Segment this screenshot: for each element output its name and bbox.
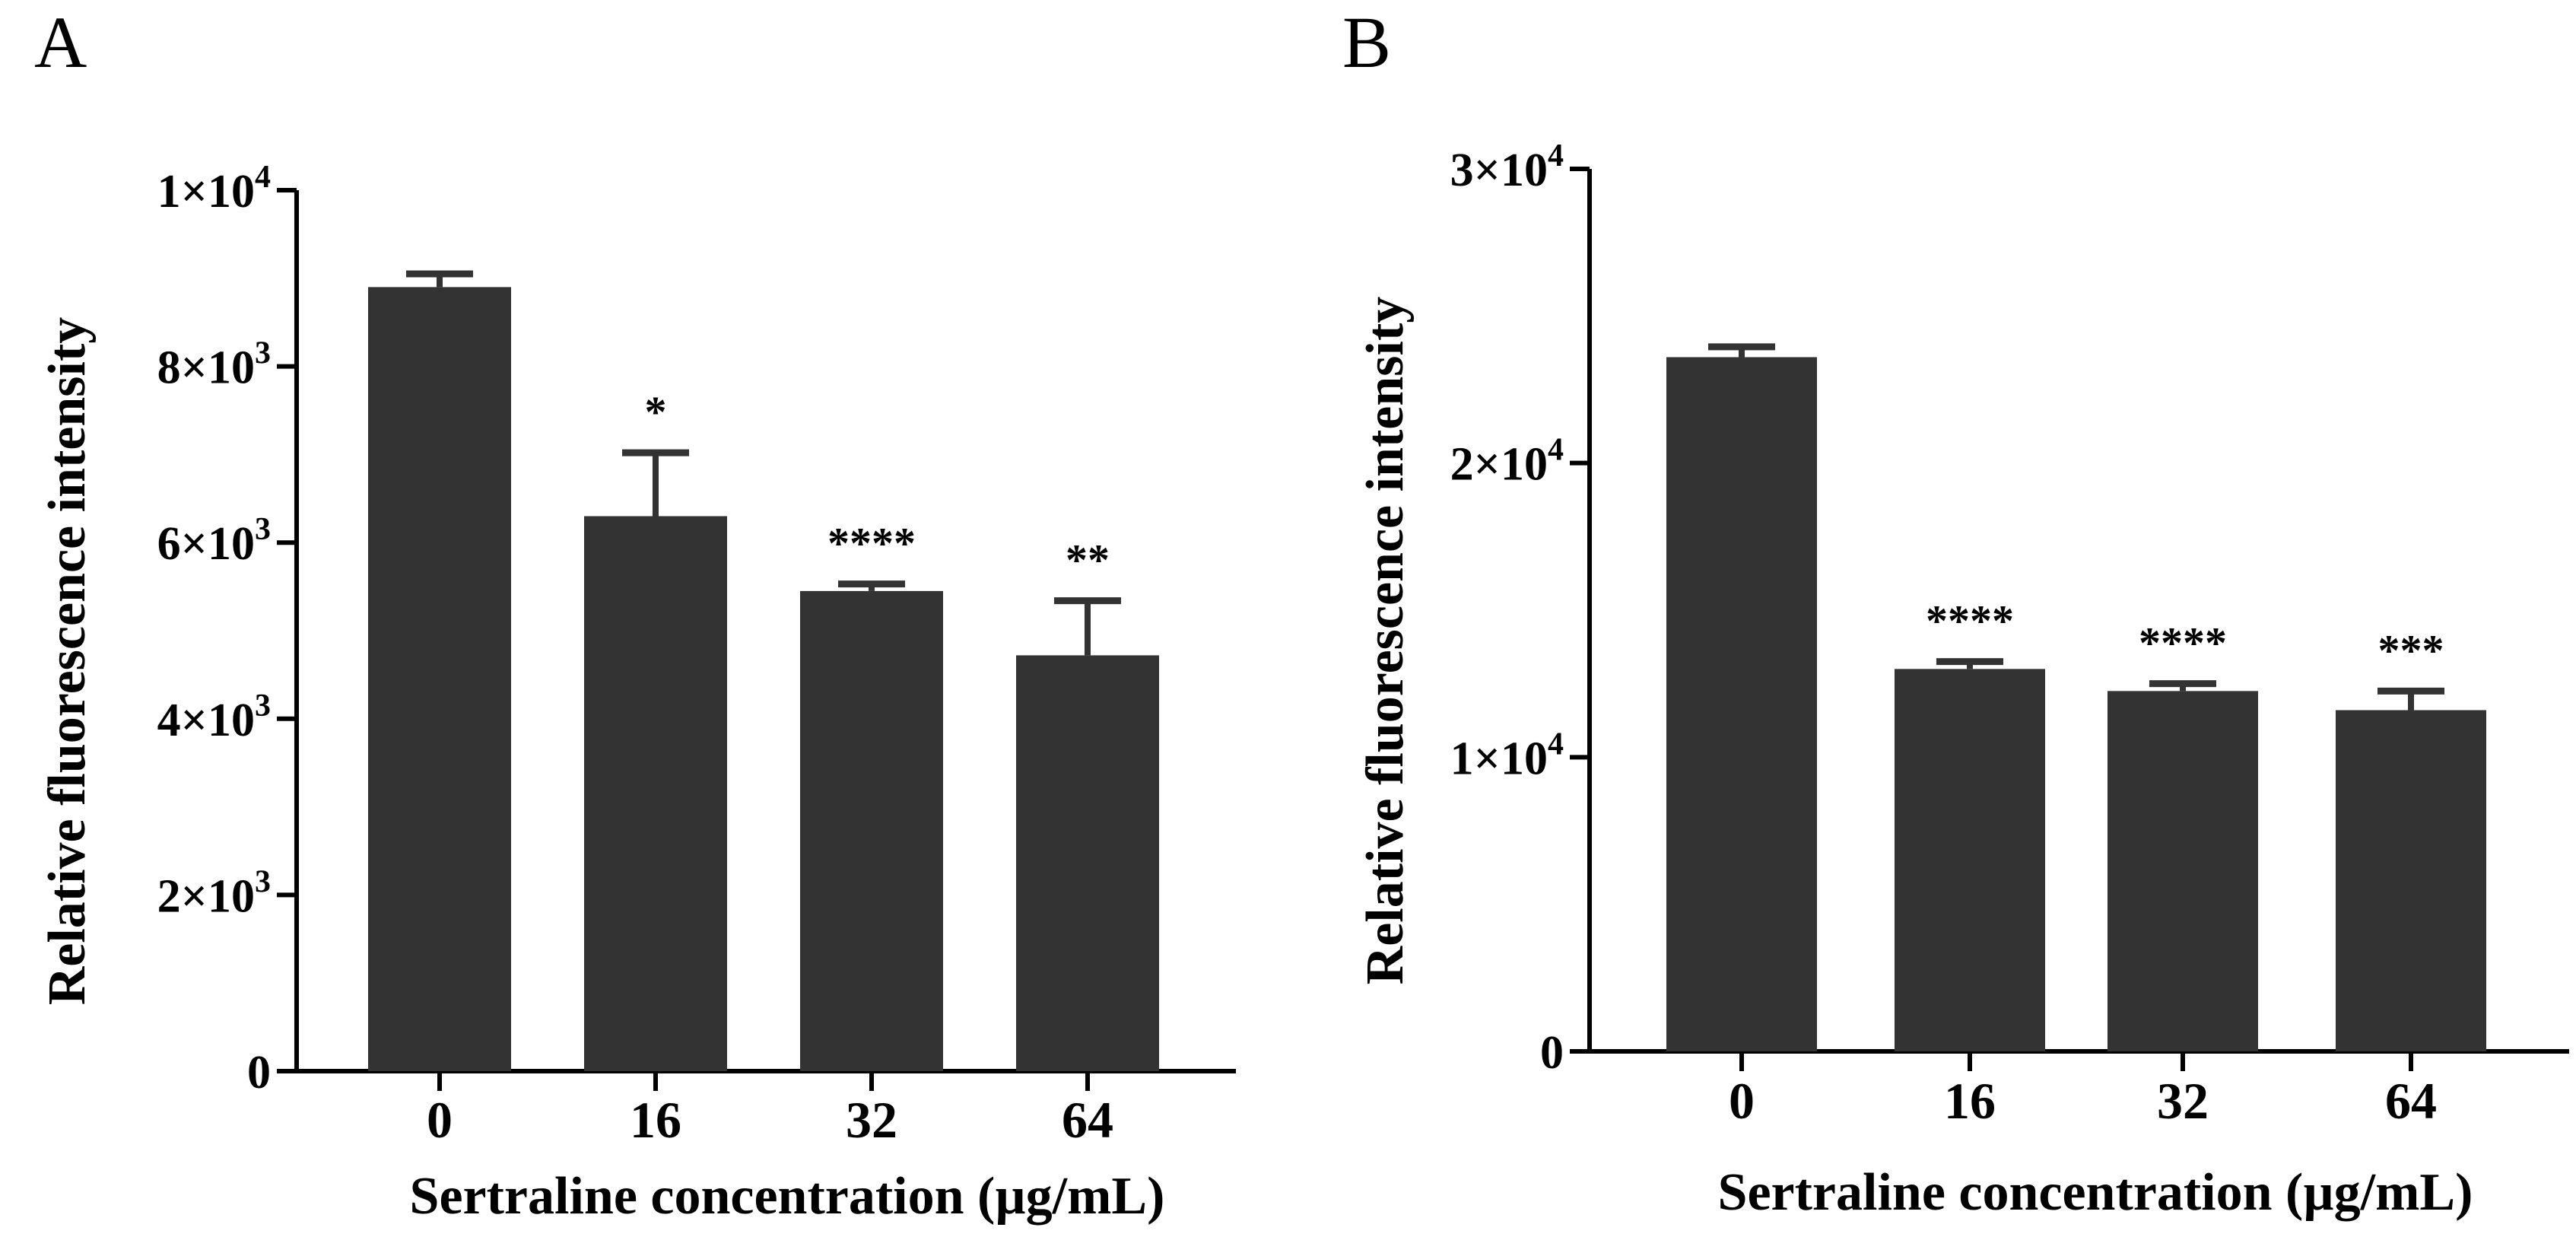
x-axis-title: Sertraline concentration (µg/mL)	[1718, 1163, 2473, 1222]
significance-label: *	[645, 387, 667, 437]
bar	[584, 516, 727, 1071]
x-category-label: 64	[1062, 1091, 1113, 1149]
x-category-label: 32	[2157, 1072, 2209, 1130]
significance-label: ****	[1926, 596, 2014, 646]
y-tick-label: 1×104	[157, 160, 271, 218]
panel-label: A	[34, 2, 87, 83]
bar	[1016, 655, 1159, 1071]
y-tick-label: 2×104	[1450, 433, 1564, 491]
y-tick-label: 1×104	[1450, 727, 1564, 784]
bar	[2107, 691, 2258, 1051]
y-axis-title: Relative fluorescence intensity	[1356, 297, 1415, 985]
y-tick-label: 2×103	[157, 864, 271, 922]
chart-panel-a: A 0 2×103 4×103 6×103 8×103 1×104 0 * 16 **** 32 ** 6…	[34, 2, 1236, 1226]
x-axis-title: Sertraline concentration (µg/mL)	[410, 1167, 1165, 1226]
y-tick-label: 6×103	[157, 512, 271, 570]
y-tick-label: 4×103	[157, 688, 271, 746]
y-axis-title: Relative fluorescence intensity	[38, 317, 97, 1006]
significance-label: ****	[827, 519, 916, 568]
y-tick-label: 0	[247, 1047, 271, 1099]
significance-label: ***	[2378, 625, 2444, 675]
bar	[800, 590, 943, 1071]
panel-label: B	[1342, 2, 1391, 83]
bar	[368, 287, 511, 1071]
bar	[1666, 357, 1817, 1051]
x-category-label: 64	[2385, 1072, 2437, 1130]
x-category-label: 0	[1729, 1072, 1755, 1130]
y-tick-label: 8×103	[157, 336, 271, 394]
x-category-label: 32	[846, 1091, 897, 1149]
x-category-label: 16	[1944, 1072, 1996, 1130]
x-category-label: 0	[427, 1091, 453, 1149]
chart-panel-b: B 0 1×104 2×104 3×104 0 **** 16 **** 32 *** 64 Sertr…	[1342, 2, 2569, 1222]
bar	[1895, 669, 2045, 1051]
significance-label: ****	[2139, 618, 2227, 668]
x-category-label: 16	[630, 1091, 681, 1149]
bar	[2336, 710, 2486, 1051]
y-tick-label: 3×104	[1450, 138, 1564, 196]
significance-label: **	[1066, 536, 1110, 585]
y-tick-label: 0	[1540, 1027, 1564, 1079]
